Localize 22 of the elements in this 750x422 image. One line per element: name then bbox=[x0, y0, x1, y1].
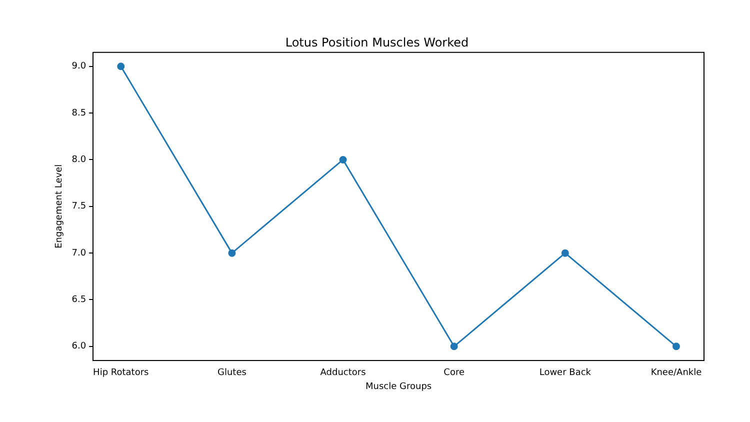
point bbox=[561, 249, 569, 257]
point bbox=[228, 249, 236, 257]
x-tick-label: Hip Rotators bbox=[93, 368, 150, 378]
y-tick-label: 9.0 bbox=[72, 62, 86, 72]
x-tick-label: Core bbox=[444, 368, 465, 378]
x-tick-label: Glutes bbox=[217, 368, 247, 378]
x-tick-label: Knee/Ankle bbox=[650, 368, 702, 378]
x-axis-title: Muscle Groups bbox=[366, 382, 432, 392]
point bbox=[450, 342, 458, 350]
y-tick-label: 6.0 bbox=[72, 342, 86, 352]
y-tick-label: 6.5 bbox=[72, 295, 86, 306]
y-tick-label: 7.0 bbox=[72, 248, 86, 258]
chart-title: Lotus Position Muscles Worked bbox=[285, 35, 469, 50]
y-tick-label: 8.5 bbox=[72, 108, 86, 118]
y-tick-label: 7.5 bbox=[72, 202, 86, 212]
x-tick-label: Adductors bbox=[320, 368, 366, 378]
point bbox=[339, 156, 347, 164]
y-tick-label: 8.0 bbox=[72, 155, 86, 166]
point bbox=[672, 342, 680, 350]
x-tick-label: Lower Back bbox=[539, 368, 592, 378]
point bbox=[117, 62, 125, 70]
y-axis-title: Engagement Level bbox=[54, 164, 65, 248]
